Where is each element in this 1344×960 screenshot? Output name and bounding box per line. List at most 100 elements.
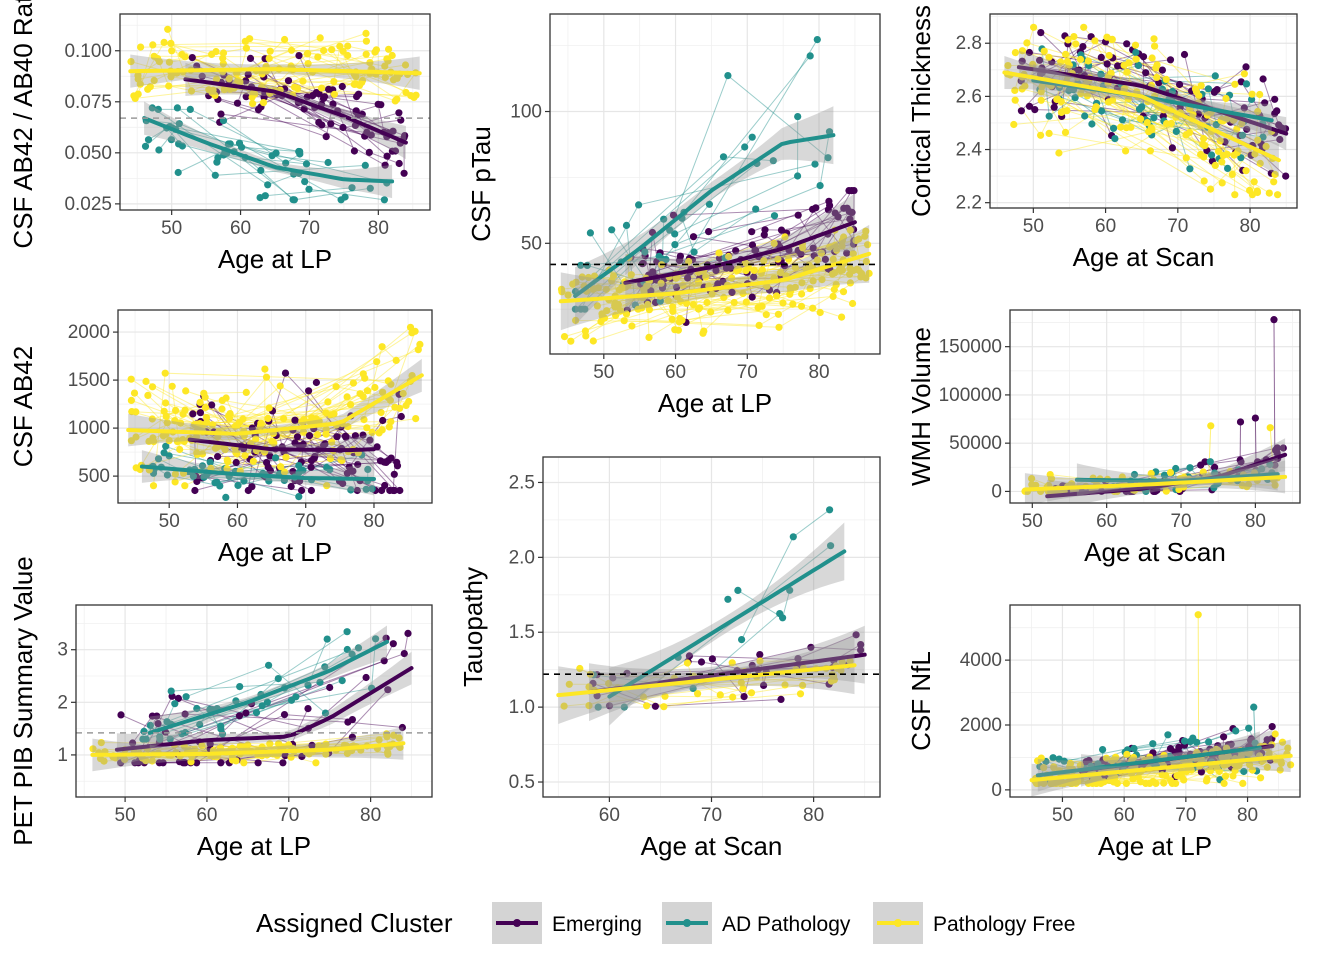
trajectory — [1208, 425, 1212, 478]
y-tick-label: 3 — [57, 640, 68, 661]
x-axis-title: Age at LP — [197, 831, 311, 861]
data-point — [1166, 745, 1175, 753]
data-point — [1197, 82, 1205, 90]
panel-border — [75, 604, 433, 798]
data-point — [831, 209, 839, 217]
data-point — [213, 158, 221, 166]
data-point — [594, 703, 602, 711]
data-point — [162, 412, 170, 421]
data-point — [223, 456, 231, 464]
data-point — [1050, 764, 1058, 772]
data-point — [167, 687, 175, 695]
data-point — [1037, 28, 1045, 37]
x-axis-title: Age at LP — [218, 537, 332, 567]
data-point — [623, 669, 631, 677]
data-point — [263, 698, 271, 706]
data-point — [181, 482, 189, 490]
data-point — [1228, 170, 1236, 178]
data-point — [381, 62, 389, 70]
panel-ptau: 50 60 70 80 50 100 Age at LP CSF pTau — [466, 13, 881, 418]
data-point — [198, 742, 206, 750]
data-point — [1071, 94, 1079, 102]
data-point — [316, 678, 324, 686]
data-point — [1212, 121, 1220, 129]
data-point — [181, 710, 189, 718]
data-point — [343, 469, 351, 477]
data-point — [760, 681, 768, 690]
data-point — [395, 734, 403, 742]
data-point — [217, 722, 225, 730]
y-tick-label: 2000 — [960, 715, 1002, 736]
data-point — [1049, 754, 1057, 762]
data-point — [1166, 56, 1175, 64]
data-point — [1256, 159, 1264, 167]
data-point — [1266, 424, 1274, 432]
data-point — [127, 58, 135, 66]
data-point — [219, 60, 227, 68]
data-point — [1271, 110, 1279, 118]
data-point — [791, 263, 799, 272]
data-point — [1149, 740, 1157, 748]
data-point — [385, 45, 393, 53]
data-point — [1242, 167, 1250, 175]
data-point — [218, 396, 226, 404]
data-point — [716, 691, 724, 699]
data-point — [291, 439, 299, 447]
data-point — [557, 285, 566, 293]
data-point — [1036, 56, 1044, 64]
data-point — [293, 433, 302, 441]
data-point — [134, 75, 142, 83]
data-point — [322, 740, 330, 748]
data-point — [303, 93, 311, 101]
y-tick-label: 2.6 — [956, 86, 982, 107]
data-point — [200, 473, 208, 481]
y-tick-label: 2.4 — [956, 140, 983, 161]
data-point — [383, 152, 391, 160]
data-point — [142, 757, 150, 765]
y-axis-title: Tauopathy — [458, 567, 488, 687]
data-point — [1238, 481, 1246, 490]
data-point — [234, 481, 242, 489]
data-point — [321, 440, 329, 448]
data-point — [605, 702, 614, 710]
data-point — [1173, 772, 1181, 780]
data-point — [396, 404, 404, 412]
data-point — [1004, 62, 1012, 70]
data-point — [577, 261, 585, 269]
data-point — [163, 419, 171, 427]
data-point — [855, 266, 863, 275]
data-point — [1018, 47, 1026, 55]
legend-label: Emerging — [552, 913, 642, 936]
data-point — [1125, 59, 1133, 67]
y-axis-title: WMH Volume — [906, 327, 936, 486]
data-point — [770, 239, 778, 248]
data-point — [1211, 463, 1219, 471]
data-point — [572, 278, 580, 286]
data-point — [719, 153, 728, 161]
data-point — [242, 77, 250, 85]
data-point — [1045, 53, 1053, 61]
data-point — [1250, 178, 1258, 186]
data-point — [168, 47, 176, 55]
data-point — [338, 677, 346, 685]
y-tick-label: 100000 — [939, 385, 1002, 406]
data-point — [1105, 98, 1113, 106]
data-point — [1240, 104, 1248, 112]
data-point — [1110, 124, 1118, 132]
data-point — [671, 241, 679, 249]
data-point — [1201, 142, 1209, 150]
data-point — [154, 455, 163, 463]
data-point — [1222, 94, 1230, 103]
data-point — [405, 397, 413, 406]
data-point — [140, 727, 148, 736]
data-point — [298, 486, 306, 495]
data-point — [1207, 422, 1215, 430]
data-point — [327, 120, 335, 128]
data-point — [1151, 42, 1159, 50]
data-point — [281, 752, 289, 760]
data-point — [1091, 37, 1099, 45]
data-point — [798, 279, 806, 287]
x-tick-label: 60 — [665, 362, 686, 383]
confidence-ribbon — [189, 423, 374, 466]
data-point — [1130, 470, 1139, 479]
